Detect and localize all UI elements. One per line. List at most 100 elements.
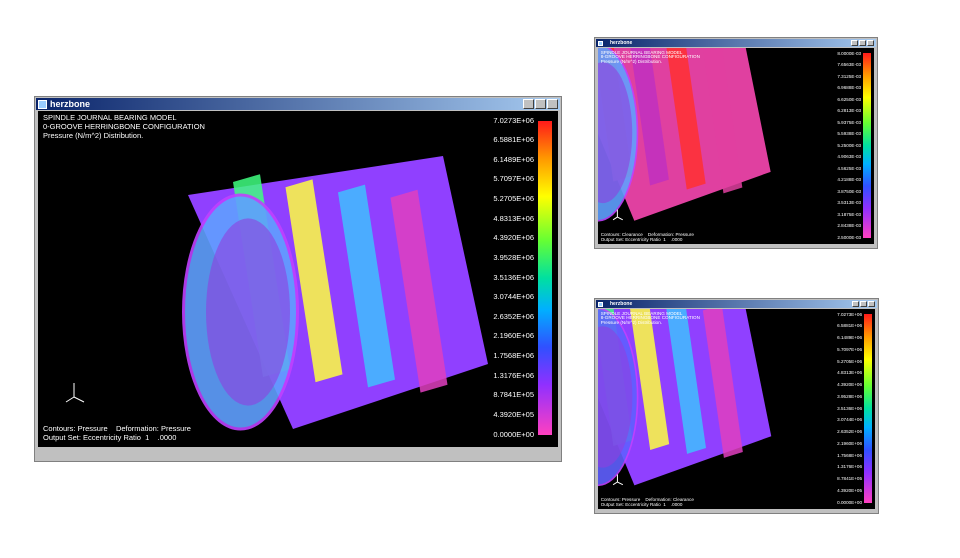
legend-label: 6.1489E+06 (493, 154, 534, 164)
legend-label: 3.5136E+06 (493, 272, 534, 282)
footer-line: Contours: Pressure Deformation: Clearanc… (600, 497, 694, 503)
legend-label: 4.3920E+06 (493, 233, 534, 243)
contour-band (702, 309, 743, 458)
legend-label: 2.6352E+06 (493, 311, 534, 321)
title-bar: herzbone (36, 98, 560, 110)
window-title: herzbone (610, 301, 633, 307)
header-line: Pressure (N/m^2) Distribution. (600, 320, 663, 326)
legend-label: 3.5313E-03 (837, 200, 862, 206)
maximize-button[interactable] (535, 99, 546, 109)
viewport: SPINDLE JOURNAL BEARING MODEL 0-GROOVE HE… (38, 111, 558, 447)
legend-label: 6.5881E+06 (493, 135, 534, 145)
axis-z (612, 216, 618, 221)
window-controls (852, 301, 875, 307)
legend-label: 5.5938E-03 (837, 131, 862, 137)
maximize-button[interactable] (860, 301, 867, 307)
legend-label: 2.1960E+06 (493, 331, 534, 341)
minimize-button[interactable] (852, 301, 859, 307)
cylinder-inner (206, 218, 290, 406)
legend-label: 1.3176E+06 (493, 370, 534, 380)
window-title: herzbone (610, 40, 633, 46)
legend-label: 8.7841E+05 (493, 390, 534, 400)
contour-band (630, 48, 669, 186)
app-window: herzbone SPINDLE JOURNAL BEARING MODEL 0-G… (34, 96, 562, 462)
footer-line: Output Set: Eccentricity Ratio 1 .0000 (43, 433, 177, 442)
legend-label: 3.0744E+06 (493, 292, 534, 302)
legend-label: 6.5881E+06 (837, 323, 863, 329)
window-icon (598, 41, 603, 46)
contour-band (666, 309, 707, 454)
legend-label: 4.8313E+06 (837, 370, 863, 376)
app-window: herzbone SPINDLE JOURNAL BEARING MODEL 8-G… (594, 298, 879, 514)
header-line: SPINDLE JOURNAL BEARING MODEL (43, 113, 177, 122)
legend-label: 1.3176E+06 (837, 464, 863, 470)
color-bar (863, 53, 871, 238)
legend-label: 6.6250E-03 (837, 96, 862, 102)
legend-label: 5.7097E+06 (837, 346, 863, 352)
close-button[interactable] (547, 99, 558, 109)
axis-z (612, 481, 618, 486)
legend-label: 1.7568E+06 (493, 351, 534, 360)
legend-label: 5.7097E+06 (493, 174, 534, 184)
legend-label: 3.1875E-03 (837, 211, 862, 217)
legend-label: 5.2705E+06 (493, 194, 534, 203)
legend-label: 3.9528E+06 (837, 393, 863, 399)
legend-label: 0.0000E+00 (493, 429, 534, 439)
title-bar: herzbone (596, 300, 877, 308)
footer-line: Output Set: Eccentricity Ratio 1 .0000 (600, 237, 683, 242)
footer-line: Output Set: Eccentricity Ratio 1 .0000 (600, 501, 683, 507)
header-line: 8-GROOVE HERRINGBONE CONFIGURATION (600, 54, 700, 60)
model-graphic (65, 156, 488, 431)
legend-label: 2.6352E+06 (837, 429, 863, 435)
legend-label: 2.5000E-03 (837, 234, 862, 240)
legend-label: 3.8750E-03 (837, 188, 862, 194)
contour-band (666, 48, 706, 190)
contour-band (285, 179, 343, 383)
legend-label: 5.9375E-03 (837, 119, 862, 125)
contour-band (390, 189, 448, 393)
window-title: herzbone (50, 99, 91, 109)
legend-label: 7.0273E+06 (493, 115, 534, 125)
minimize-button[interactable] (851, 40, 858, 46)
header-line: 8-GROOVE HERRINGBONE CONFIGURATION (600, 315, 700, 321)
legend-label: 3.9528E+06 (493, 252, 534, 262)
cylinder-inner (598, 62, 633, 204)
legend-label: 2.1960E+06 (837, 440, 863, 446)
model-view (598, 309, 875, 509)
app-window: herzbone SPINDLE JOURNAL BEARING MODEL 8-G… (594, 37, 878, 249)
legend-label: 6.1489E+06 (837, 335, 863, 341)
contour-band (630, 309, 670, 450)
model-view (598, 48, 874, 244)
legend-label: 3.5136E+06 (837, 405, 863, 411)
model-view (38, 111, 558, 447)
legend-label: 4.8313E+06 (493, 213, 534, 223)
axis-x (617, 216, 623, 221)
axis-x (73, 396, 85, 403)
axis-z (65, 396, 75, 403)
legend-label: 6.9688E-03 (837, 85, 862, 91)
legend-label: 8.7841E+05 (837, 476, 863, 482)
legend-label: 5.2705E+06 (837, 358, 863, 364)
header-line: Pressure (N/m^2) Distribution. (600, 59, 663, 65)
legend-label: 4.5625E-03 (837, 165, 862, 171)
header-line: 0-GROOVE HERRINGBONE CONFIGURATION (43, 122, 205, 131)
window-icon (38, 100, 47, 109)
close-button[interactable] (867, 40, 874, 46)
close-button[interactable] (868, 301, 875, 307)
window-controls (523, 99, 558, 109)
legend-label: 7.0273E+06 (837, 311, 863, 317)
legend-label: 0.0000E+00 (837, 499, 863, 505)
model-graphic (598, 309, 772, 487)
legend-label: 2.8438E-03 (837, 223, 862, 229)
window-controls (851, 40, 874, 46)
maximize-button[interactable] (859, 40, 866, 46)
minimize-button[interactable] (523, 99, 534, 109)
viewport: SPINDLE JOURNAL BEARING MODEL 8-GROOVE HE… (598, 48, 874, 244)
color-bar (864, 314, 872, 503)
header-line: Pressure (N/m^2) Distribution. (43, 131, 144, 140)
window-icon (598, 302, 603, 307)
legend-label: 4.3920E+05 (493, 409, 534, 419)
title-bar: herzbone (596, 39, 876, 47)
axis-x (617, 481, 624, 486)
